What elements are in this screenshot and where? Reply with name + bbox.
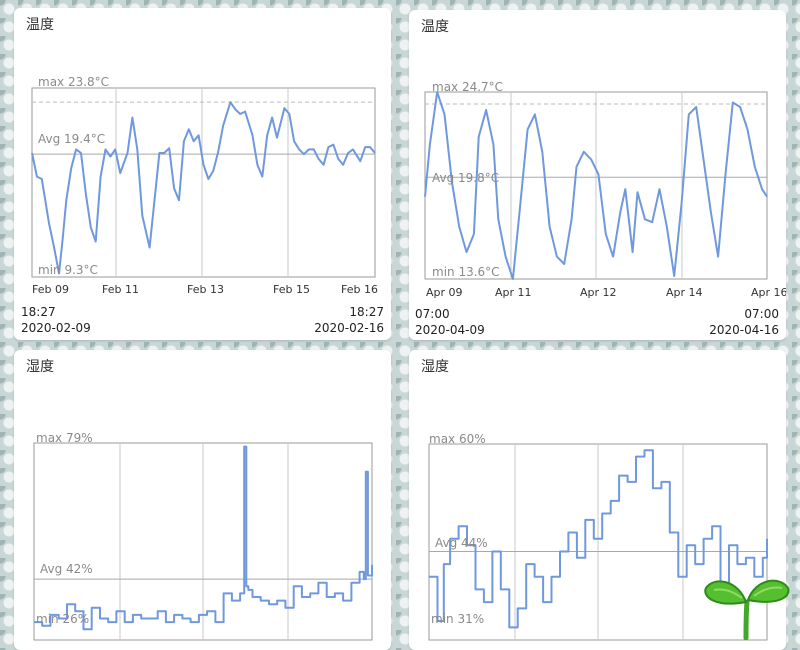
footer-start: 07:00 2020-04-09 — [415, 306, 485, 338]
chart-svg[interactable]: max 79% Avg 42% min 26% — [14, 350, 391, 650]
start-date: 2020-02-09 — [21, 321, 91, 335]
series-line — [34, 445, 373, 631]
series-line — [424, 91, 768, 280]
series-line — [429, 449, 768, 629]
x-tick-label: Apr 09 — [426, 286, 463, 299]
max-label: max 23.8°C — [38, 75, 109, 89]
max-label: max 60% — [429, 432, 486, 446]
series-line — [31, 101, 376, 275]
x-tick-label: Apr 14 — [666, 286, 703, 299]
end-date: 2020-02-16 — [314, 321, 384, 335]
x-tick-label: Feb 13 — [187, 283, 224, 296]
x-tick-label: Feb 15 — [273, 283, 310, 296]
x-tick-label: Feb 09 — [32, 283, 69, 296]
footer-end: 18:27 2020-02-16 — [314, 304, 384, 336]
footer-end: 07:00 2020-04-16 — [709, 306, 779, 338]
chart-svg[interactable]: Feb 09 Feb 11 Feb 13 Feb 15 Feb 16 max 2… — [14, 8, 391, 340]
max-label: max 79% — [36, 431, 93, 445]
card-title: 温度 — [421, 19, 449, 35]
plot-frame — [31, 87, 376, 278]
chart-card-humidity-2: 湿度 max 60% Avg 44% min 31% — [409, 350, 786, 650]
x-tick-label: Apr 12 — [580, 286, 617, 299]
start-time: 07:00 — [415, 307, 450, 321]
avg-label: Avg 19.8°C — [432, 171, 499, 185]
card-title: 湿度 — [421, 359, 449, 375]
end-date: 2020-04-16 — [709, 323, 779, 337]
chart-card-temperature-apr: 温度 Apr 09 Apr 11 Apr 12 Apr 14 Apr 16 ma… — [409, 10, 786, 340]
end-time: 07:00 — [744, 307, 779, 321]
card-title: 温度 — [26, 17, 54, 33]
x-tick-label: Apr 11 — [495, 286, 532, 299]
x-tick-label: Apr 16 — [751, 286, 786, 299]
end-time: 18:27 — [349, 305, 384, 319]
start-date: 2020-04-09 — [415, 323, 485, 337]
avg-label: Avg 19.4°C — [38, 132, 105, 146]
min-label: min 9.3°C — [38, 263, 98, 277]
chart-svg[interactable]: Apr 09 Apr 11 Apr 12 Apr 14 Apr 16 max 2… — [409, 10, 786, 340]
max-label: max 24.7°C — [432, 80, 503, 94]
x-tick-label: Feb 11 — [102, 283, 139, 296]
avg-label: Avg 42% — [40, 562, 93, 576]
card-title: 湿度 — [26, 359, 54, 375]
chart-card-temperature-feb: 温度 Feb 09 Feb 11 Feb 13 Feb 15 Feb 16 ma… — [14, 8, 391, 340]
chart-card-humidity-1: 湿度 max 79% Avg 42% min 26% — [14, 350, 391, 650]
min-label: min 26% — [36, 612, 89, 626]
start-time: 18:27 — [21, 305, 56, 319]
min-label: min 31% — [431, 612, 484, 626]
footer-start: 18:27 2020-02-09 — [21, 304, 91, 336]
sprout-icon — [704, 579, 790, 640]
x-tick-label: Feb 16 — [341, 283, 378, 296]
avg-label: Avg 44% — [435, 536, 488, 550]
min-label: min 13.6°C — [432, 265, 500, 279]
